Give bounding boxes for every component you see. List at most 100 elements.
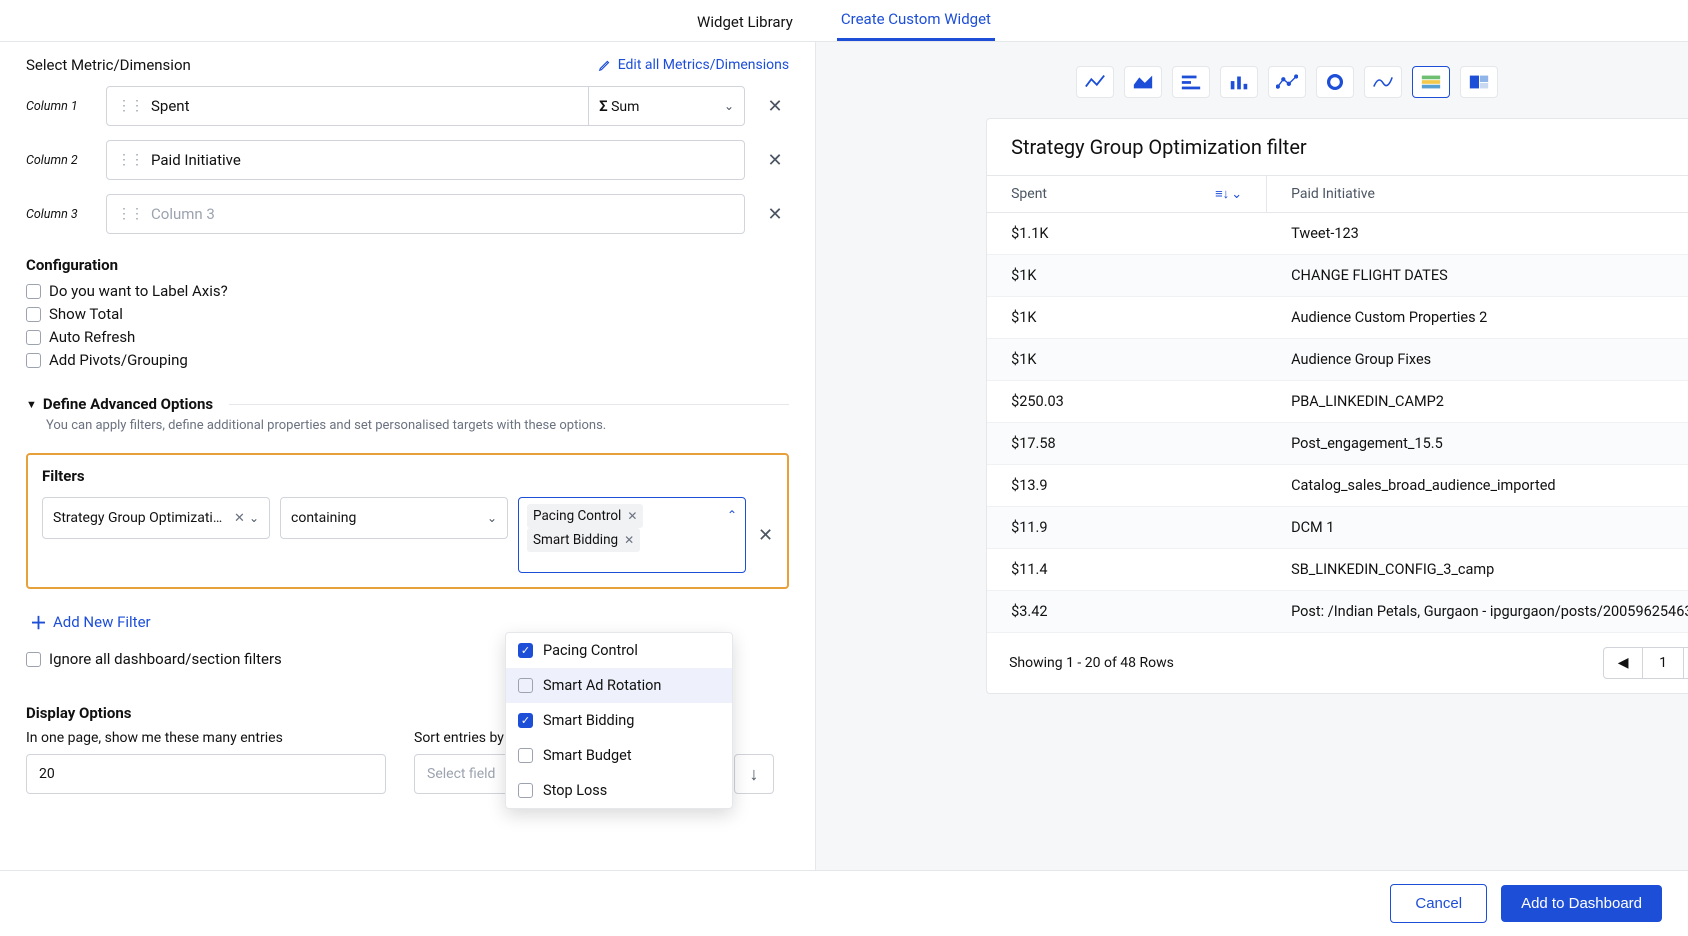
- tab-widget-library[interactable]: Widget Library: [693, 1, 797, 41]
- table-row[interactable]: $250.03PBA_LINKEDIN_CAMP2: [987, 381, 1688, 423]
- cell-paid-initiative: Audience Custom Properties 2: [1267, 297, 1688, 338]
- chart-type-toolbar: [1076, 66, 1688, 98]
- column-1-agg-select[interactable]: Σ Sum ⌄: [589, 86, 745, 126]
- table-row[interactable]: $1KAudience Group Fixes: [987, 339, 1688, 381]
- edit-all-metrics-link[interactable]: Edit all Metrics/Dimensions: [598, 57, 789, 73]
- column-3-metric-select[interactable]: ⋮⋮ Column 3: [106, 194, 745, 234]
- column-header-paid-initiative[interactable]: Paid Initiative ⌄: [1267, 176, 1688, 212]
- table-row[interactable]: $1KCHANGE FLIGHT DATES: [987, 255, 1688, 297]
- filter-value-option[interactable]: Smart Ad Rotation: [506, 668, 732, 703]
- preview-table-card: Strategy Group Optimization filter Spent…: [986, 118, 1688, 694]
- cell-paid-initiative: Catalog_sales_broad_audience_imported: [1267, 465, 1688, 506]
- config-option-checkbox[interactable]: Show Total: [26, 305, 789, 323]
- filter-value-option[interactable]: Smart Budget: [506, 738, 732, 773]
- treemap-chart-icon[interactable]: [1460, 66, 1498, 98]
- config-option-checkbox[interactable]: Auto Refresh: [26, 328, 789, 346]
- cell-paid-initiative: DCM 1: [1267, 507, 1688, 548]
- chevron-down-icon: ⌄: [724, 99, 734, 113]
- caret-down-icon: ▼: [26, 398, 37, 411]
- tab-create-custom-widget[interactable]: Create Custom Widget: [837, 0, 995, 41]
- advanced-options-subtitle: You can apply filters, define additional…: [46, 418, 789, 433]
- cancel-button[interactable]: Cancel: [1390, 884, 1487, 923]
- footer-actions: Cancel Add to Dashboard: [0, 870, 1688, 936]
- column-label: Column 3: [26, 207, 90, 222]
- top-tabs: Widget Library Create Custom Widget: [0, 0, 1688, 42]
- column-label: Column 1: [26, 99, 90, 114]
- pencil-icon: [598, 58, 612, 72]
- column-header-spent[interactable]: Spent ≡↓ ⌄: [987, 176, 1267, 212]
- table-row[interactable]: $11.9DCM 1: [987, 507, 1688, 549]
- cell-paid-initiative: Audience Group Fixes: [1267, 339, 1688, 380]
- sort-direction-button[interactable]: ↓: [734, 754, 774, 794]
- column-label: Column 2: [26, 153, 90, 168]
- line-chart-icon[interactable]: [1076, 66, 1114, 98]
- column-2-metric-select[interactable]: ⋮⋮ Paid Initiative: [106, 140, 745, 180]
- preview-panel: Strategy Group Optimization filter Spent…: [815, 42, 1688, 870]
- arrow-down-icon: ↓: [750, 764, 759, 785]
- filter-dimension-select[interactable]: Strategy Group Optimization ✕ ⌄: [42, 497, 270, 539]
- cell-spent: $250.03: [987, 381, 1267, 422]
- remove-filter-row[interactable]: ✕: [758, 525, 773, 546]
- divider: [229, 404, 789, 405]
- filter-value-option[interactable]: ✓Pacing Control: [506, 633, 732, 668]
- column-row-3: Column 3 ⋮⋮ Column 3 ✕: [26, 194, 789, 234]
- sort-desc-icon: ≡↓: [1215, 186, 1229, 202]
- table-row[interactable]: $1.1KTweet-123: [987, 213, 1688, 255]
- chip-remove-icon[interactable]: ✕: [627, 509, 637, 523]
- add-to-dashboard-button[interactable]: Add to Dashboard: [1501, 885, 1662, 922]
- entries-per-page-input[interactable]: 20: [26, 754, 386, 794]
- filter-values-multiselect[interactable]: Pacing Control✕ Smart Bidding✕ ⌃: [518, 497, 746, 573]
- filter-operator-select[interactable]: containing ⌄: [280, 497, 508, 539]
- pager-prev-button[interactable]: ◀: [1603, 647, 1643, 679]
- preview-title: Strategy Group Optimization filter: [987, 119, 1688, 175]
- filters-title: Filters: [42, 467, 773, 485]
- cell-spent: $11.9: [987, 507, 1267, 548]
- add-new-filter-button[interactable]: ＋ Add New Filter: [30, 609, 789, 634]
- table-chart-icon[interactable]: [1412, 66, 1450, 98]
- cell-paid-initiative: Tweet-123: [1267, 213, 1688, 254]
- spline-chart-icon[interactable]: [1364, 66, 1402, 98]
- cell-spent: $3.42: [987, 591, 1267, 632]
- donut-chart-icon[interactable]: [1316, 66, 1354, 98]
- pager-next-button[interactable]: ▶: [1683, 647, 1688, 679]
- area-chart-icon[interactable]: [1124, 66, 1162, 98]
- remove-column-2[interactable]: ✕: [761, 150, 789, 171]
- cell-spent: $1K: [987, 339, 1267, 380]
- pager-current-page[interactable]: 1: [1643, 647, 1683, 679]
- table-row[interactable]: $1KAudience Custom Properties 2: [987, 297, 1688, 339]
- cell-paid-initiative: SB_LINKEDIN_CONFIG_3_camp: [1267, 549, 1688, 590]
- horizontal-bar-chart-icon[interactable]: [1172, 66, 1210, 98]
- filter-value-chip[interactable]: Smart Bidding✕: [527, 528, 640, 552]
- bar-chart-icon[interactable]: [1220, 66, 1258, 98]
- filter-value-chip[interactable]: Pacing Control✕: [527, 504, 643, 528]
- cell-paid-initiative: Post_engagement_15.5: [1267, 423, 1688, 464]
- chip-remove-icon[interactable]: ✕: [624, 533, 634, 547]
- table-row[interactable]: $13.9Catalog_sales_broad_audience_import…: [987, 465, 1688, 507]
- table-body: $1.1KTweet-123$1KCHANGE FLIGHT DATES$1KA…: [987, 213, 1688, 633]
- config-panel: Select Metric/Dimension Edit all Metrics…: [0, 42, 815, 870]
- scatter-chart-icon[interactable]: [1268, 66, 1306, 98]
- advanced-options-toggle[interactable]: ▼ Define Advanced Options: [26, 395, 789, 413]
- filter-value-option[interactable]: ✓Smart Bidding: [506, 703, 732, 738]
- cell-spent: $13.9: [987, 465, 1267, 506]
- clear-icon[interactable]: ✕: [234, 511, 245, 526]
- drag-handle-icon[interactable]: ⋮⋮: [117, 206, 143, 222]
- filter-value-option[interactable]: Stop Loss: [506, 773, 732, 808]
- remove-column-1[interactable]: ✕: [761, 96, 789, 117]
- drag-handle-icon[interactable]: ⋮⋮: [117, 98, 143, 114]
- configuration-title: Configuration: [26, 256, 789, 274]
- column-1-metric-select[interactable]: ⋮⋮ Spent: [106, 86, 589, 126]
- table-row[interactable]: $11.4SB_LINKEDIN_CONFIG_3_camp: [987, 549, 1688, 591]
- table-row[interactable]: $17.58Post_engagement_15.5: [987, 423, 1688, 465]
- chevron-down-icon: ⌄: [487, 511, 497, 525]
- cell-spent: $1K: [987, 297, 1267, 338]
- cell-spent: $17.58: [987, 423, 1267, 464]
- entries-per-page-label: In one page, show me these many entries: [26, 730, 386, 746]
- remove-column-3[interactable]: ✕: [761, 204, 789, 225]
- table-header: Spent ≡↓ ⌄ Paid Initiative ⌄: [987, 175, 1688, 213]
- table-row[interactable]: $3.42Post: /Indian Petals, Gurgaon - ipg…: [987, 591, 1688, 633]
- config-option-checkbox[interactable]: Add Pivots/Grouping: [26, 351, 789, 369]
- config-option-checkbox[interactable]: Do you want to Label Axis?: [26, 282, 789, 300]
- cell-paid-initiative: CHANGE FLIGHT DATES: [1267, 255, 1688, 296]
- drag-handle-icon[interactable]: ⋮⋮: [117, 152, 143, 168]
